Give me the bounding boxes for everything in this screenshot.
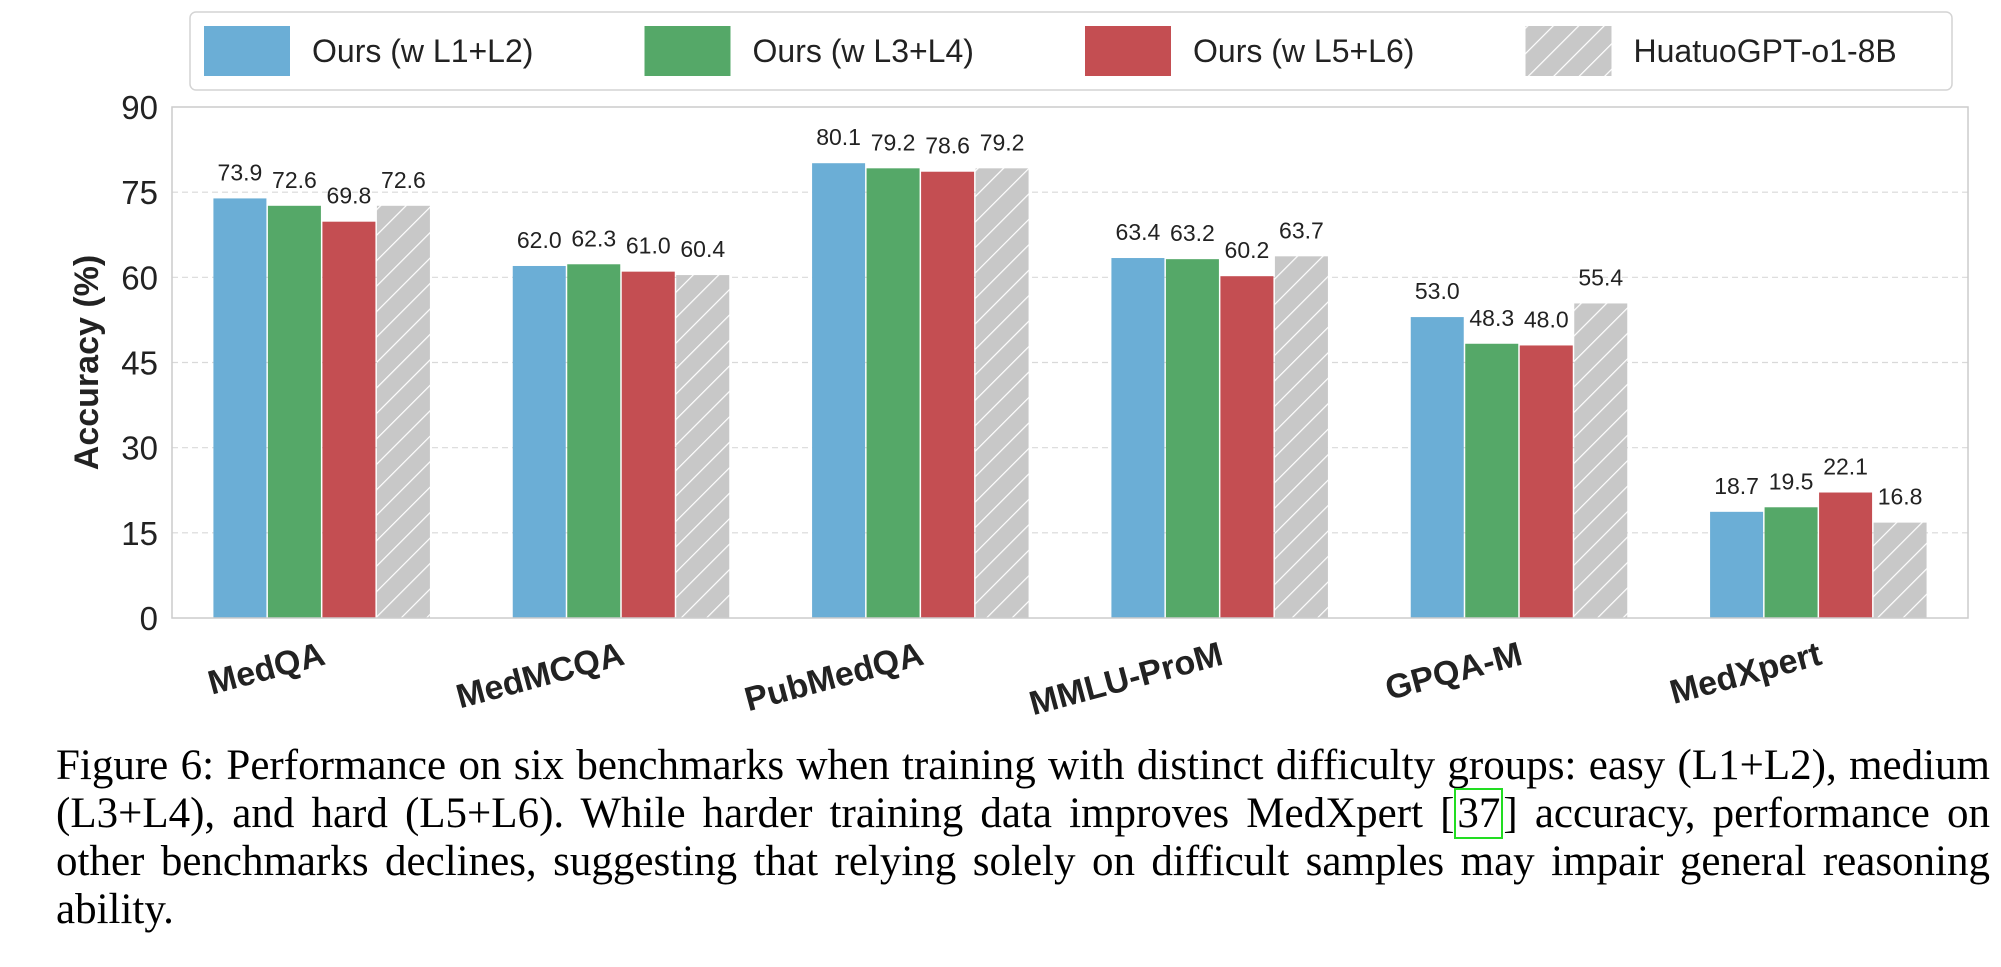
bar [866, 168, 920, 618]
legend-swatch [1085, 26, 1171, 76]
x-tick-label: GPQA-M [1381, 635, 1526, 708]
data-label: 60.2 [1225, 237, 1270, 263]
bar [1465, 343, 1519, 618]
data-label: 63.4 [1116, 219, 1161, 245]
y-tick-label: 45 [121, 345, 158, 382]
figure-caption: Figure 6: Performance on six benchmarks … [56, 742, 1990, 934]
data-label: 48.3 [1469, 305, 1514, 331]
x-tick-label: MedQA [204, 635, 329, 703]
data-label: 53.0 [1415, 278, 1460, 304]
bar [1220, 276, 1274, 618]
plot-frame [171, 106, 1969, 619]
data-label: 63.2 [1170, 220, 1215, 246]
legend-label: Ours (w L5+L6) [1193, 33, 1414, 69]
data-label: 72.6 [272, 167, 317, 193]
legend-label: Ours (w L3+L4) [753, 33, 974, 69]
legend-label: Ours (w L1+L2) [312, 33, 533, 69]
y-tick-label: 75 [121, 174, 158, 211]
bar [322, 221, 376, 619]
legend-swatch [204, 26, 290, 76]
citation-link[interactable]: 37 [1454, 788, 1504, 839]
bar [1165, 259, 1219, 618]
bar [567, 264, 621, 618]
legend-label: HuatuoGPT-o1-8B [1634, 33, 1897, 69]
y-tick-label: 60 [121, 259, 158, 296]
bar [621, 271, 675, 618]
y-tick-label: 90 [121, 89, 158, 126]
bar [812, 163, 866, 618]
data-label: 72.6 [381, 167, 426, 193]
data-label: 80.1 [816, 124, 861, 150]
bar [1519, 345, 1573, 618]
data-label: 73.9 [218, 159, 263, 185]
caption-text-start: Figure 6: Performance on six benchmarks … [56, 742, 1990, 837]
data-label: 79.2 [980, 129, 1025, 155]
data-label: 61.0 [626, 233, 671, 259]
bar [1819, 492, 1873, 618]
y-tick-label: 30 [121, 430, 158, 467]
bar [213, 198, 267, 618]
bar [267, 205, 321, 618]
data-label: 55.4 [1578, 264, 1623, 290]
bar [1410, 317, 1464, 618]
legend-box [189, 11, 1953, 91]
legend-swatch [644, 26, 731, 76]
y-axis-label: Accuracy (%) [68, 255, 106, 470]
x-tick-label: PubMedQA [741, 635, 928, 719]
bar [1574, 303, 1628, 618]
bar [512, 265, 566, 618]
x-tick-label: MMLU-ProM [1025, 635, 1226, 723]
bar [921, 171, 975, 618]
data-label: 62.3 [571, 225, 616, 251]
x-tick-label: MedMCQA [452, 635, 628, 716]
data-label: 48.0 [1524, 306, 1569, 332]
data-label: 18.7 [1714, 473, 1759, 499]
bar [1111, 258, 1165, 618]
y-tick-label: 15 [121, 515, 158, 552]
bar [676, 275, 730, 618]
bar [1274, 256, 1328, 618]
y-tick-label: 0 [140, 600, 158, 637]
data-label: 60.4 [680, 236, 725, 262]
x-tick-label: MedXpert [1666, 635, 1825, 712]
caption-text-end: ] accuracy, performance on other benchma… [56, 790, 1990, 933]
data-label: 69.8 [327, 183, 372, 209]
data-label: 79.2 [871, 129, 916, 155]
data-label: 16.8 [1878, 484, 1923, 510]
legend-swatch [1525, 26, 1612, 76]
data-label: 78.6 [925, 133, 970, 159]
bar [1873, 522, 1927, 618]
bar [975, 168, 1029, 618]
bar-chart: Ours (w L1+L2) Ours (w L3+L4) Ours (w L5+L… [68, 11, 1969, 723]
bar [1710, 511, 1764, 618]
data-label: 62.0 [517, 227, 562, 253]
data-label: 63.7 [1279, 217, 1324, 243]
bar [1764, 507, 1818, 618]
data-label: 22.1 [1823, 454, 1868, 480]
chart: Ours (w L1+L2) Ours (w L3+L4) Ours (w L5+L… [68, 11, 1969, 723]
bar [376, 205, 430, 618]
data-label: 19.5 [1769, 468, 1814, 494]
